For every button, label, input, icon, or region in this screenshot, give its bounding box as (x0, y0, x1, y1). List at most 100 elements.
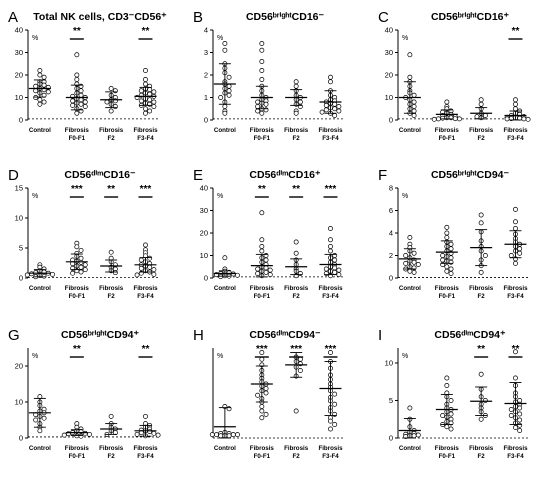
data-point-B (332, 113, 338, 118)
category-label-F: Control (399, 285, 421, 292)
panel-title-B: CD56ᵇʳⁱᵍʰᵗCD16⁻ (246, 10, 325, 23)
data-point-C (478, 101, 484, 107)
significance-marker-I: ** (477, 344, 485, 355)
data-point-H (332, 422, 338, 427)
data-point-E (293, 239, 299, 245)
category-label-D: Fibrosis F2 (99, 285, 124, 300)
y-tick-label-D: 10 (15, 214, 23, 223)
data-point-E (332, 257, 338, 263)
significance-marker-C: ** (512, 26, 520, 37)
data-point-F (415, 262, 421, 267)
significance-marker-H: *** (256, 344, 268, 355)
data-point-A (74, 77, 80, 82)
data-point-B (293, 83, 299, 89)
panel-letter-H: H (193, 327, 204, 344)
data-point-D (78, 264, 84, 270)
panel-letter-I: I (378, 327, 382, 344)
significance-marker-G: ** (73, 344, 81, 355)
data-point-H (297, 368, 303, 373)
data-point-C (482, 113, 488, 118)
category-label-C: Fibrosis F0-F1 (435, 127, 460, 142)
category-label-D: Fibrosis F0-F1 (65, 285, 90, 300)
data-point-B (323, 107, 329, 113)
data-point-E (235, 272, 240, 278)
data-point-D (82, 262, 88, 268)
category-label-G: Fibrosis F0-F1 (65, 445, 90, 460)
data-point-I (448, 398, 454, 403)
data-point-I (411, 433, 417, 439)
y-tick-label-A: 20 (15, 71, 23, 80)
data-point-B (259, 59, 265, 64)
data-point-F (444, 235, 450, 240)
data-point-A (147, 91, 153, 97)
data-point-F (508, 253, 514, 258)
data-point-F (444, 224, 450, 230)
data-point-I (415, 432, 421, 438)
y-tick-label-E: 10 (200, 251, 208, 260)
category-label-C: Control (399, 127, 421, 134)
category-label-E: Control (214, 285, 236, 292)
category-label-G: Fibrosis F2 (99, 445, 124, 460)
data-point-G (61, 432, 67, 438)
data-point-D (50, 271, 55, 277)
data-point-C (411, 99, 417, 105)
category-label-F: Fibrosis F0-F1 (435, 285, 460, 300)
data-point-B (332, 101, 338, 107)
panel-letter-G: G (8, 327, 20, 344)
category-label-I: Fibrosis F0-F1 (435, 445, 460, 460)
data-point-F (513, 219, 518, 225)
data-point-A (45, 89, 51, 95)
data-point-A (151, 104, 157, 109)
data-point-D (151, 267, 157, 273)
data-point-F (411, 259, 417, 265)
data-point-A (104, 99, 110, 105)
data-point-I (513, 425, 518, 430)
category-label-A: Fibrosis F2 (99, 127, 124, 142)
y-tick-label-D: 5 (19, 244, 23, 253)
data-point-I (448, 426, 454, 432)
data-point-A (143, 68, 148, 73)
data-point-A (74, 110, 80, 116)
data-point-H (328, 426, 333, 432)
data-point-I (478, 371, 484, 377)
data-point-D (24, 272, 30, 278)
data-point-F (448, 271, 454, 276)
panel-title-D: CD56ᵈⁱᵐCD16⁻ (64, 168, 136, 181)
data-point-A (37, 68, 43, 73)
data-point-I (508, 407, 514, 412)
data-point-F (513, 260, 518, 266)
data-point-D (134, 272, 140, 278)
data-point-F (478, 220, 484, 226)
data-point-F (407, 268, 413, 274)
data-point-I (513, 375, 518, 381)
data-point-C (456, 116, 462, 122)
data-point-F (482, 253, 488, 258)
data-point-A (147, 108, 153, 114)
data-point-B (218, 95, 224, 100)
y-tick-label-E: 40 (200, 184, 208, 193)
data-point-E (255, 266, 261, 272)
data-point-D (138, 257, 144, 263)
data-point-G (82, 430, 88, 436)
y-unit-label-F: % (402, 193, 408, 200)
data-point-A (37, 97, 43, 103)
data-point-F (513, 226, 518, 231)
data-point-A (74, 72, 80, 78)
y-tick-label-E: 20 (200, 229, 208, 238)
category-label-H: Fibrosis F2 (284, 445, 309, 460)
data-point-F (478, 212, 484, 218)
category-label-D: Fibrosis F3-F4 (133, 285, 158, 300)
data-point-D (143, 242, 148, 248)
data-point-B (263, 101, 269, 107)
y-tick-label-F: 6 (389, 206, 393, 215)
data-point-H (263, 411, 269, 417)
data-point-I (444, 375, 450, 381)
data-point-C (411, 92, 417, 98)
data-point-F (403, 253, 409, 258)
data-point-C (474, 114, 480, 120)
data-point-D (151, 271, 157, 277)
data-point-I (517, 422, 523, 428)
data-point-B (328, 79, 333, 85)
data-point-E (328, 237, 333, 243)
data-point-H (230, 432, 236, 438)
